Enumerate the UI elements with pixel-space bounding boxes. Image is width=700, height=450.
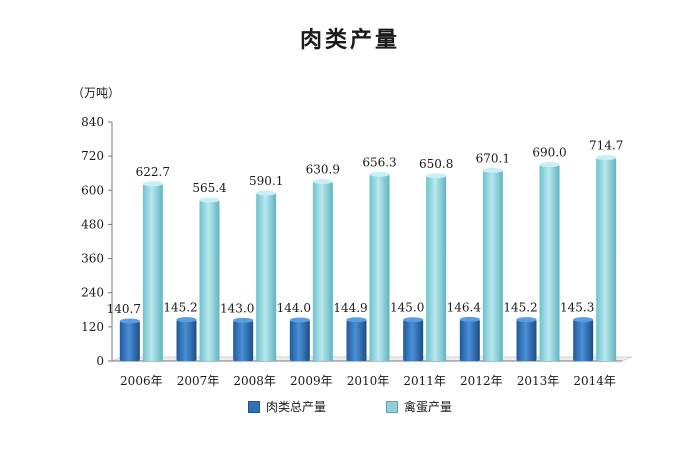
x-tick-label: 2006年: [120, 374, 163, 388]
bar-meat: [346, 319, 367, 361]
bar-egg-top: [369, 171, 390, 177]
legend-item-meat: 肉类总产量: [247, 398, 326, 415]
bar-egg-top: [539, 162, 560, 168]
bar-egg-top: [426, 173, 447, 179]
x-tick-label: 2013年: [517, 374, 560, 388]
bars: [119, 155, 617, 361]
x-tick-label: 2010年: [347, 374, 390, 388]
bar-egg: [256, 193, 277, 361]
bar-egg-top: [482, 167, 503, 173]
bar-egg-top: [256, 190, 277, 196]
bar-meat-top: [176, 317, 197, 323]
bar-egg: [199, 200, 220, 361]
bar-egg-top: [199, 197, 220, 203]
data-label-egg: 565.4: [192, 181, 227, 195]
data-label-egg: 622.7: [136, 165, 170, 179]
bar-egg: [426, 175, 447, 361]
bar-egg: [539, 164, 560, 361]
data-label-egg: 650.8: [419, 157, 453, 171]
legend-swatch-meat: [247, 400, 260, 413]
data-label-meat: 140.7: [107, 302, 141, 316]
x-tick-label: 2008年: [233, 374, 276, 388]
bar-meat: [403, 319, 424, 361]
y-tick-label: 600: [81, 183, 104, 197]
y-tick-label: 360: [81, 252, 104, 266]
legend: 肉类总产量 禽蛋产量: [0, 398, 700, 415]
data-label-meat: 145.3: [560, 301, 594, 315]
data-label-egg: 714.7: [589, 139, 623, 153]
y-axis-unit: （万吨）: [72, 86, 121, 100]
data-labels: 140.7 622.7 145.2 565.4 143.0 590.1 144.0 630.9…: [107, 139, 624, 316]
bar-meat: [233, 320, 254, 361]
data-label-meat: 144.9: [333, 301, 367, 315]
data-label-meat: 145.0: [390, 301, 424, 315]
bar-meat: [573, 319, 594, 361]
bar-egg-top: [142, 181, 163, 187]
y-tick-label: 120: [81, 320, 104, 334]
legend-swatch-egg: [386, 400, 398, 413]
bar-egg: [482, 170, 503, 361]
y-tick-label: 720: [81, 149, 104, 163]
data-label-egg: 690.0: [532, 146, 566, 160]
data-label-egg: 630.9: [306, 162, 340, 176]
legend-item-egg: 禽蛋产量: [386, 398, 452, 415]
bar-meat: [119, 320, 140, 361]
data-label-meat: 146.4: [447, 300, 482, 314]
chart-title: 肉类产量: [299, 28, 400, 53]
bar-egg-top: [596, 155, 617, 161]
bar-meat-top: [459, 316, 480, 322]
data-label-egg: 670.1: [476, 151, 510, 165]
legend-label-meat: 肉类总产量: [265, 400, 326, 414]
y-tick-label: 840: [81, 115, 104, 129]
bar-egg-top: [312, 178, 333, 184]
bar-meat-top: [289, 317, 310, 323]
x-tick-label: 2007年: [177, 374, 220, 388]
x-tick-label: 2014年: [573, 374, 616, 388]
bar-meat: [459, 319, 480, 361]
bar-meat-top: [119, 318, 140, 324]
data-label-meat: 143.0: [220, 301, 254, 315]
y-tick-label: 240: [81, 286, 104, 300]
bar-meat: [516, 319, 537, 361]
bar-egg: [369, 174, 390, 361]
bar-meat-top: [573, 317, 594, 323]
bar-meat-top: [346, 317, 367, 323]
bar-meat-top: [403, 317, 424, 323]
bar-meat: [289, 320, 310, 361]
data-label-egg: 590.1: [249, 174, 283, 188]
bar-egg: [312, 181, 333, 361]
bar-meat: [176, 319, 197, 361]
data-label-meat: 144.0: [277, 301, 311, 315]
bar-meat-top: [516, 317, 537, 323]
legend-label-egg: 禽蛋产量: [404, 400, 453, 414]
x-tick-label: 2012年: [460, 374, 503, 388]
data-label-meat: 145.2: [163, 301, 197, 315]
bar-egg: [142, 183, 163, 361]
y-tick-label: 480: [81, 217, 104, 231]
x-tick-label: 2009年: [290, 374, 333, 388]
bar-egg: [596, 157, 617, 361]
x-tick-label: 2011年: [403, 374, 446, 388]
y-tick-label: 0: [96, 354, 104, 368]
data-label-egg: 656.3: [362, 155, 396, 169]
bar-meat-top: [233, 317, 254, 323]
data-label-meat: 145.2: [503, 301, 537, 315]
